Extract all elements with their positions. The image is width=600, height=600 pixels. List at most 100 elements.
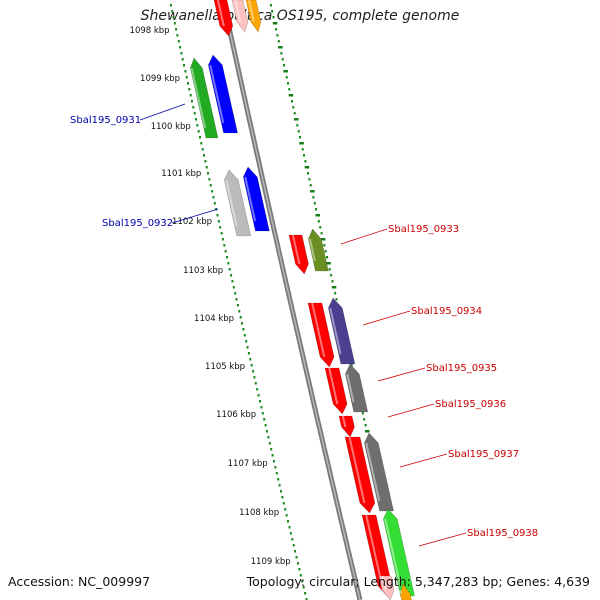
ruler-dot	[266, 430, 268, 433]
gene-label-left[interactable]: Sbal195_0931	[70, 115, 141, 126]
ruler-dot	[295, 556, 298, 559]
ruler-dot	[319, 226, 322, 229]
gene-label-right[interactable]: Sbal195_0934	[411, 306, 482, 317]
ruler-dot	[253, 376, 256, 379]
ruler-dot	[227, 262, 230, 265]
ruler-dot	[334, 292, 337, 295]
gene-arrow-body	[338, 415, 355, 438]
gene-arrow-body	[363, 432, 394, 512]
kbp-tick-label: 1099 kbp	[140, 74, 180, 84]
ruler-dot	[189, 94, 192, 97]
gene-sbal195-0933-b[interactable]	[307, 228, 329, 272]
label-leader-line	[139, 103, 186, 121]
gene-sbal195-0937[interactable]	[344, 436, 376, 514]
label-leader-line	[387, 403, 435, 418]
label-leader-line	[362, 310, 411, 326]
ruler-dot	[201, 148, 204, 151]
ruler-dot	[308, 178, 311, 181]
ruler-dot	[309, 184, 312, 187]
ruler-dot	[231, 280, 234, 283]
gene-arrow-body	[223, 169, 252, 237]
gene-sbal195-0934-b[interactable]	[327, 297, 356, 365]
ruler-dot	[193, 112, 196, 115]
ruler-dot	[226, 256, 228, 259]
ruler-dot	[283, 64, 285, 67]
ruler-dot	[272, 16, 275, 19]
major-tick	[283, 70, 288, 73]
ruler-dot	[278, 484, 281, 487]
ruler-dot	[179, 46, 182, 49]
gene-label-left[interactable]: Sbal195_0932	[102, 218, 173, 229]
gene-arrow-body	[242, 166, 270, 232]
ruler-dot	[211, 190, 214, 193]
ruler-dot	[302, 586, 305, 589]
ruler-dot	[263, 418, 266, 421]
gene-sbal195-0936[interactable]	[338, 415, 355, 438]
gene-arrow-body	[378, 575, 395, 600]
kbp-tick-label: 1105 kbp	[205, 362, 245, 372]
ruler-dot	[232, 286, 235, 289]
kbp-tick-label: 1098 kbp	[130, 26, 170, 36]
gene-arrow-shine	[291, 234, 301, 265]
gene-top-pink[interactable]	[231, 0, 249, 33]
ruler-dot	[294, 550, 297, 553]
gene-sbal195-0933[interactable]	[288, 234, 309, 275]
gene-bottom-pink[interactable]	[378, 575, 395, 600]
ruler-dot	[323, 244, 326, 247]
ruler-dot	[256, 388, 259, 391]
gene-sbal195-0932-b[interactable]	[242, 166, 270, 232]
gene-top-red[interactable]	[213, 0, 234, 37]
ruler-dot	[292, 544, 295, 547]
ruler-dot	[230, 274, 233, 277]
gene-label-right[interactable]: Sbal195_0935	[426, 363, 497, 374]
ruler-dot	[243, 334, 246, 337]
gene-label-right[interactable]: Sbal195_0938	[467, 528, 538, 539]
ruler-dot	[274, 466, 277, 469]
gene-sbal195-0931[interactable]	[189, 57, 219, 139]
ruler-dot	[307, 172, 309, 175]
inner-ruler-track	[169, 4, 308, 600]
gene-label-right[interactable]: Sbal195_0933	[388, 224, 459, 235]
major-tick	[278, 46, 283, 49]
kbp-tick-label: 1106 kbp	[216, 410, 256, 420]
ruler-dot	[220, 232, 223, 235]
gene-label-right[interactable]: Sbal195_0936	[435, 399, 506, 410]
ruler-dot	[301, 580, 304, 583]
ruler-dot	[235, 298, 238, 301]
label-leader-line	[418, 532, 467, 547]
ruler-dot	[280, 490, 282, 493]
gene-label-right[interactable]: Sbal195_0937	[448, 449, 519, 460]
gene-top-orange[interactable]	[245, 0, 262, 33]
gene-sbal195-0935-b[interactable]	[344, 363, 369, 413]
gene-arrow-shine	[384, 518, 402, 587]
ruler-dot	[271, 454, 274, 457]
ruler-dot	[177, 40, 180, 43]
gene-arrow-shine	[365, 442, 381, 502]
label-leader-line	[377, 367, 426, 382]
ruler-dot	[175, 28, 178, 31]
gene-sbal195-0932[interactable]	[223, 169, 252, 237]
ruler-dot	[276, 34, 279, 37]
ruler-dot	[288, 526, 291, 529]
gene-arrow-body	[399, 583, 412, 600]
gene-sbal195-0937-b[interactable]	[363, 432, 394, 512]
ruler-dot	[188, 88, 191, 91]
ruler-dot	[282, 502, 285, 505]
ruler-dot	[281, 496, 284, 499]
ruler-dot	[328, 268, 331, 271]
gene-arrow-body	[344, 436, 376, 514]
gene-sbal195-0931-b[interactable]	[207, 54, 238, 134]
gene-sbal195-0934[interactable]	[307, 302, 335, 368]
ruler-dot	[289, 532, 292, 535]
ruler-dot	[173, 22, 176, 25]
ruler-dot	[236, 304, 239, 307]
ruler-dot	[241, 322, 243, 325]
ruler-dot	[287, 520, 289, 523]
ruler-dot	[326, 256, 328, 259]
gene-sbal195-0935[interactable]	[324, 367, 348, 415]
gene-arrow-shine	[399, 589, 402, 595]
ruler-dot	[216, 214, 219, 217]
gene-bottom-orange[interactable]	[399, 583, 412, 600]
gene-arrow-body	[288, 234, 309, 275]
gene-arrow-shine	[308, 238, 316, 262]
